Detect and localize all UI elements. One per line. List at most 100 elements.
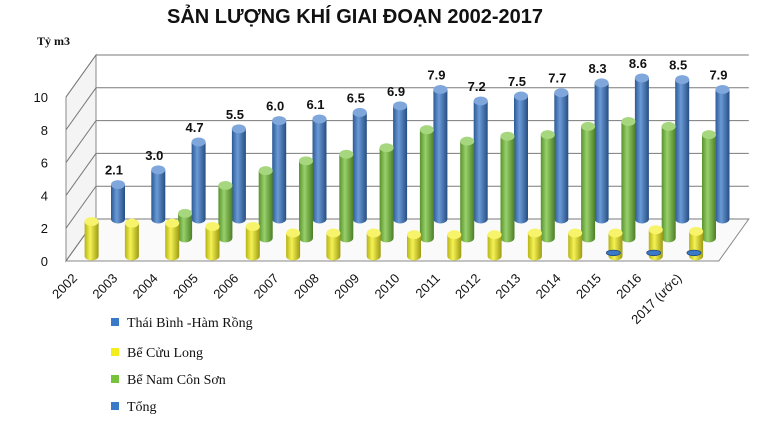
bar-nam-con-son-body	[661, 126, 676, 243]
bar-nam-con-son-top	[258, 166, 273, 176]
bar-tong-body	[352, 112, 367, 224]
bar-cuu-long-body	[527, 233, 542, 261]
bar-tong	[231, 124, 246, 224]
bar-tong-top	[675, 75, 690, 85]
bar-cuu-long-body	[447, 234, 462, 261]
bar-tong-body	[231, 128, 246, 224]
data-label: 6.0	[266, 99, 284, 114]
bar-cuu-long	[326, 228, 341, 261]
bar-cuu-long-body	[286, 233, 301, 261]
bar-cuu-long-top	[568, 228, 583, 238]
bar-tong-body	[151, 169, 166, 224]
bar-nam-con-son	[540, 130, 555, 243]
bar-cuu-long-top	[286, 228, 301, 238]
bar-cuu-long-body	[165, 223, 180, 261]
x-tick-label: 2012	[452, 271, 483, 302]
bar-tong	[393, 101, 408, 224]
bar-nam-con-son-body	[460, 141, 475, 243]
bar-cuu-long	[527, 228, 542, 261]
y-tick-label: 0	[41, 254, 48, 269]
bar-tong	[514, 91, 528, 224]
bar-tong-top	[393, 101, 408, 111]
bar-nam-con-son	[178, 208, 193, 243]
x-tick-label: 2011	[412, 271, 442, 301]
bar-tong	[473, 96, 488, 224]
bar-nam-con-son	[258, 166, 273, 243]
bar-tong-body	[433, 89, 448, 224]
bar-nam-con-son-top	[500, 131, 515, 141]
bar-nam-con-son-top	[581, 121, 596, 131]
bar-cuu-long	[447, 230, 462, 261]
bar-cuu-long	[286, 228, 301, 261]
bar-cuu-long-body	[366, 233, 381, 261]
bar-tong-body	[191, 141, 206, 224]
bar-tong	[111, 180, 125, 224]
legend-item: Bể Cửu Long	[111, 346, 203, 361]
bar-nam-con-son	[299, 156, 313, 243]
data-label: 6.5	[347, 90, 365, 105]
bar-nam-con-son-top	[379, 143, 394, 153]
bar-nam-con-son	[339, 149, 354, 243]
bar-tong-body	[272, 120, 287, 224]
bar-nam-con-son-top	[621, 116, 636, 126]
bar-tong-body	[675, 79, 690, 224]
bar-nam-con-son	[419, 125, 434, 243]
bar-tong-top	[151, 165, 166, 175]
x-tick-label: 2003	[89, 271, 120, 302]
x-tick-label: 2007	[251, 271, 282, 302]
x-tick-label: 2010	[371, 271, 402, 302]
y-tick-label: 4	[41, 188, 48, 203]
bar-tong-body	[634, 77, 649, 224]
bar-cuu-long-top	[366, 228, 381, 238]
bar-nam-con-son-top	[178, 208, 193, 218]
chart-title: SẢN LƯỢNG KHÍ GIAI ĐOẠN 2002-2017	[167, 5, 543, 28]
bar-nam-con-son-body	[419, 129, 434, 243]
bar-nam-con-son-body	[379, 147, 394, 243]
bar-thai-binh	[686, 249, 702, 257]
bar-tong-top	[312, 114, 327, 124]
bar-cuu-long-top	[527, 228, 542, 238]
bar-tong-top	[473, 96, 488, 106]
legend-swatch	[111, 318, 119, 326]
bar-thai-binh	[646, 249, 662, 257]
bar-nam-con-son-body	[500, 136, 515, 243]
data-label: 7.9	[427, 67, 445, 82]
chart-legend: Thái Bình -Hàm Rồng Bể Cửu Long Bể Nam Côn…	[111, 316, 253, 415]
bar-cuu-long-body	[205, 226, 220, 261]
bar-tong-top	[231, 124, 246, 134]
data-label: 5.5	[226, 107, 244, 122]
legend-label: Bể Cửu Long	[127, 346, 203, 361]
bar-tong-body	[715, 89, 730, 224]
bar-cuu-long-body	[245, 226, 260, 261]
bar-tong-top	[554, 88, 569, 98]
x-tick-label: 2006	[210, 271, 241, 302]
bar-nam-con-son-top	[419, 125, 434, 135]
bar-nam-con-son	[500, 131, 515, 243]
bar-nam-con-son-body	[258, 170, 273, 243]
bar-nam-con-son-top	[540, 130, 555, 140]
chart-data-labels: 2.1 3.0 4.7 5.5 6.0 6.1 6.5 6.9 7.9 7.2 7.5 7.7 8.3 8…	[105, 56, 728, 178]
bar-cuu-long-top	[124, 218, 139, 228]
bar-tong	[675, 75, 690, 224]
data-label: 8.3	[589, 61, 607, 76]
bar-cuu-long	[245, 221, 260, 261]
bar-tong-body	[473, 100, 488, 224]
bar-nam-con-son-body	[339, 154, 354, 243]
chart-bars	[84, 73, 730, 261]
x-tick-label: 2005	[170, 271, 201, 302]
bar-tong-top	[191, 137, 206, 147]
bar-cuu-long-top	[689, 226, 704, 236]
data-label: 7.7	[548, 71, 566, 86]
bar-nam-con-son-body	[621, 121, 636, 243]
legend-item: Tổng	[111, 400, 157, 415]
bar-tong	[151, 165, 166, 224]
bar-nam-con-son-body	[218, 185, 233, 243]
bar-cuu-long-top	[608, 228, 623, 238]
bar-tong	[433, 84, 448, 224]
bar-nam-con-son-top	[661, 121, 676, 131]
bar-tong-top	[433, 84, 448, 94]
y-tick-label: 6	[41, 156, 48, 171]
bar-cuu-long	[407, 230, 421, 261]
